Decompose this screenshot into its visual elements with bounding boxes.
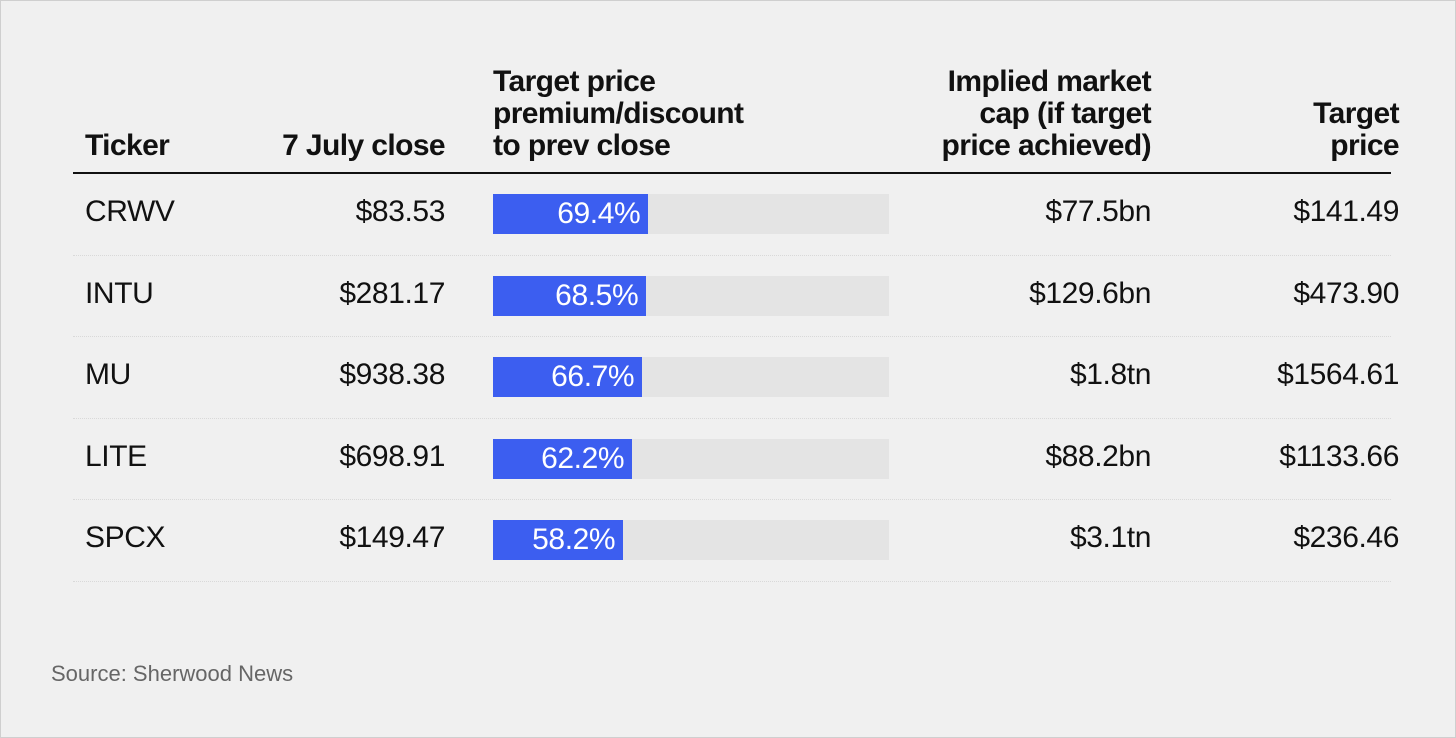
premium-bar: 66.7% [493, 357, 643, 398]
premium-bar-track: 68.5% [493, 275, 889, 316]
header-premium: Target price premium/discount to prev cl… [493, 65, 744, 162]
premium-label: 62.2% [541, 441, 625, 475]
table-row: SPCX $149.47 58.2% $3.1tn $236.46 [73, 500, 1399, 582]
header-target-price: Target price [1313, 97, 1399, 162]
target-price-cell: $1133.66 [1279, 439, 1399, 473]
table-body: CRWV $83.53 69.4% $77.5bn $141.49 INTU $… [73, 174, 1399, 582]
close-cell: $149.47 [339, 521, 445, 555]
ticker-cell: LITE [85, 439, 147, 473]
premium-bar: 69.4% [493, 194, 649, 234]
market-cap-cell: $77.5bn [1045, 195, 1151, 228]
premium-bar: 68.5% [493, 275, 647, 316]
close-cell: $281.17 [339, 276, 445, 310]
premium-label: 58.2% [532, 523, 616, 557]
premium-label: 66.7% [551, 360, 635, 394]
header-close: 7 July close [282, 129, 446, 162]
close-cell: $698.91 [339, 439, 445, 473]
premium-bar: 62.2% [493, 438, 633, 479]
target-price-cell: $236.46 [1293, 521, 1399, 555]
premium-bar-track: 69.4% [493, 194, 889, 234]
header-ticker: Ticker [85, 129, 170, 162]
header-market-cap: Implied market cap (if target price achi… [941, 65, 1152, 162]
ticker-cell: SPCX [85, 521, 166, 555]
table-row: INTU $281.17 68.5% $129.6bn $473.90 [73, 256, 1399, 338]
premium-bar-track: 66.7% [493, 357, 889, 398]
close-cell: $938.38 [339, 358, 445, 392]
close-cell: $83.53 [355, 195, 446, 228]
premium-bar-track: 58.2% [493, 520, 889, 561]
target-price-cell: $141.49 [1293, 195, 1399, 228]
premium-label: 68.5% [555, 278, 639, 312]
table-row: LITE $698.91 62.2% $88.2bn $1133.66 [73, 419, 1399, 501]
target-price-cell: $473.90 [1293, 276, 1399, 310]
market-cap-cell: $129.6bn [1029, 276, 1151, 310]
premium-bar: 58.2% [493, 520, 624, 561]
ticker-cell: MU [85, 358, 131, 392]
table-header: Ticker 7 July close Target price premium… [73, 1, 1400, 174]
ticker-cell: CRWV [85, 195, 175, 228]
premium-label: 69.4% [557, 197, 641, 230]
market-cap-cell: $88.2bn [1045, 439, 1151, 473]
ticker-cell: INTU [85, 276, 154, 310]
market-cap-cell: $3.1tn [1069, 521, 1151, 555]
market-cap-cell: $1.8tn [1069, 358, 1151, 392]
target-price-cell: $1564.61 [1277, 358, 1399, 392]
premium-bar-track: 62.2% [493, 438, 889, 479]
table-row: CRWV $83.53 69.4% $77.5bn $141.49 [73, 174, 1399, 256]
table-row: MU $938.38 66.7% $1.8tn $1564.61 [73, 337, 1399, 419]
source-note: Source: Sherwood News [51, 661, 294, 686]
